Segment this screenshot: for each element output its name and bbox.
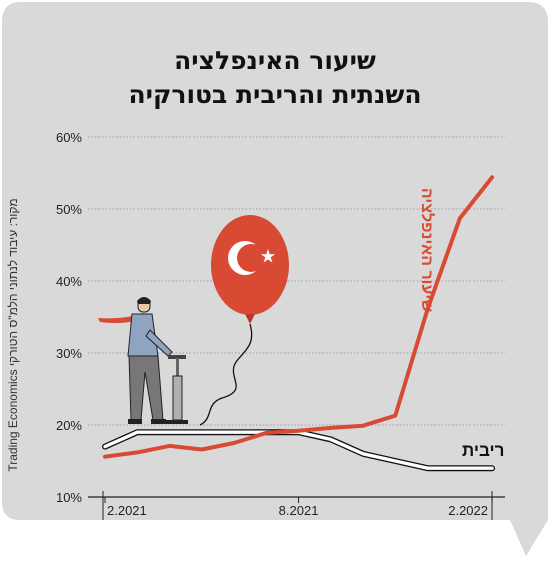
series-layer (102, 175, 496, 472)
series-labels: שיעור האינפלציה ריבית (418, 188, 504, 460)
man-with-pump (98, 297, 188, 424)
axes: 60% 50% 40% 30% 20% 10% 2.2021 8.2021 2.2022 (56, 130, 505, 520)
pump-cylinder (172, 375, 183, 421)
pump-handle (168, 355, 186, 359)
x-tick-label: 2.2021 (107, 503, 147, 518)
series-label-inflation: שיעור האינפלציה (418, 188, 436, 312)
source-note: מקור: עיבוד לנתוני הלמ"ס הטורקי Trading … (6, 198, 20, 472)
y-tick-label: 60% (56, 130, 82, 145)
y-tick-label: 40% (56, 274, 82, 289)
balloon-string (199, 323, 253, 426)
balloon-knot (245, 314, 255, 324)
pump-base (166, 420, 188, 424)
series-line-inflation (103, 175, 495, 459)
crescent-moon-cutout (237, 244, 265, 272)
x-tick-label: 8.2021 (279, 503, 319, 518)
y-tick-label: 10% (56, 490, 82, 505)
y-tick-label: 20% (56, 418, 82, 433)
chart-title-line-2: השנתית והריבית בטורקיה (128, 80, 422, 109)
man-hair (137, 297, 151, 304)
y-tick-label: 50% (56, 202, 82, 217)
series-label-interest: ריבית (462, 441, 504, 460)
balloon (199, 215, 289, 426)
chart-title-line-1: שיעור האינפלציה (174, 46, 376, 75)
man-shoe-left (128, 419, 142, 424)
x-tick-label: 2.2022 (448, 503, 488, 518)
y-tick-label: 30% (56, 346, 82, 361)
pump-rod (176, 358, 179, 378)
man-shoe-right (151, 419, 166, 424)
illustration (98, 215, 289, 426)
star-icon (260, 249, 276, 263)
